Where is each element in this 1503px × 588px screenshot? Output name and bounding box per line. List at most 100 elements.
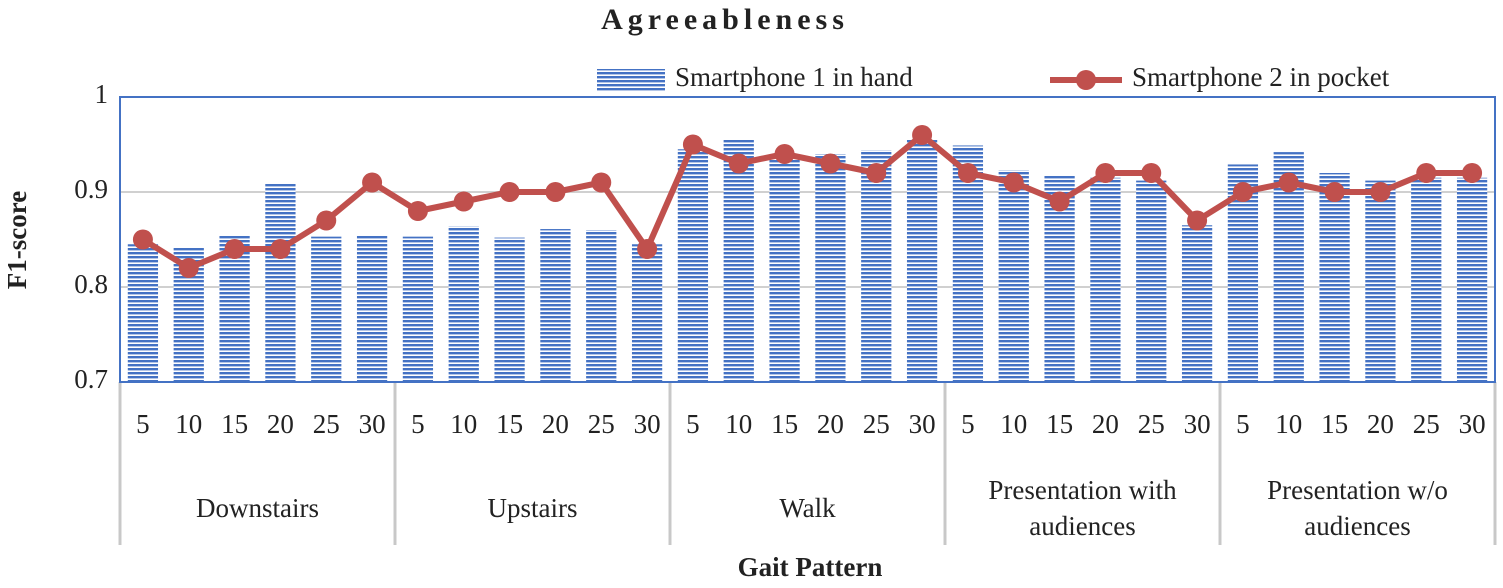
bar [952,145,984,382]
x-tick-label: 20 [1092,409,1119,439]
plot-border [119,96,1496,383]
y-tick-label: 1 [95,79,109,109]
bar [815,154,846,382]
y-axis-label: F1-score [2,191,32,289]
bar [311,236,342,382]
bar [448,226,479,382]
x-tick-label: 25 [863,409,890,439]
x-tick-label: 5 [136,409,150,439]
bar [1090,177,1121,382]
bar [723,138,754,382]
legend-swatch [597,69,665,91]
x-tick-label: 20 [817,409,844,439]
x-tick-label: 15 [1321,409,1348,439]
x-tick-label: 30 [1459,409,1486,439]
bar [1456,177,1488,382]
group-label-box: Presentation w/o audiences [1267,475,1448,541]
bar [356,234,388,382]
bar [219,234,250,382]
x-tick-label: 25 [313,409,340,439]
line-marker [1141,163,1162,183]
x-tick-label: 15 [496,409,523,439]
x-tick-label: 25 [588,409,615,439]
x-tick-label: 15 [771,409,798,439]
line-marker [637,239,658,259]
legend-marker [1076,70,1096,90]
line-marker [1416,163,1437,183]
line-marker [591,172,612,193]
line-marker [407,201,428,221]
bar [402,236,434,382]
x-tick-label: 15 [221,409,248,439]
group-label: Presentation with audiences [988,474,1177,541]
y-tick-label: 0.7 [74,364,108,394]
bar [127,244,159,382]
x-tick-label: 20 [542,409,569,439]
bar [494,237,525,382]
x-tick-label: 5 [961,409,975,439]
x-tick-label: 25 [1413,409,1440,439]
line-marker [316,210,337,231]
x-tick-label: 10 [1000,409,1027,439]
bar [861,150,892,382]
x-tick-label: 10 [1275,409,1302,439]
line-marker [1232,182,1253,202]
group-label-box: Upstairs [487,492,578,523]
line-marker [224,239,245,259]
x-tick-label: 10 [175,409,202,439]
group-label-box: Walk [779,492,836,523]
bar [998,170,1029,382]
bar [677,149,709,382]
bar [1181,225,1213,382]
line-marker [1187,210,1208,231]
x-tick-label: 25 [1138,409,1165,439]
group-label: Downstairs [196,492,319,523]
bar [906,139,938,382]
line-marker [682,134,703,155]
x-tick-label: 20 [267,409,294,439]
x-tick-label: 10 [725,409,752,439]
bar [1411,177,1442,382]
line-marker [728,153,749,174]
y-tick-label: 0.8 [74,269,108,299]
x-tick-label: 5 [1236,409,1250,439]
line-marker [1462,163,1483,183]
x-tick-label: 30 [909,409,936,439]
group-label-box: Presentation with audiences [988,474,1177,541]
legend-label: Smartphone 2 in pocket [1132,62,1390,92]
line-marker [1003,172,1024,193]
line-marker [132,229,153,250]
group-label-box: Downstairs [196,492,319,523]
bar [265,182,296,382]
line-marker [362,172,383,193]
line-marker [820,153,841,174]
x-tick-label: 15 [1046,409,1073,439]
line-marker [1095,163,1116,183]
group-label: Walk [779,492,836,523]
line-marker [1278,172,1299,193]
line-marker [545,182,566,202]
x-tick-label: 5 [411,409,425,439]
x-tick-label: 20 [1367,409,1394,439]
line-marker [499,182,520,202]
bar [1319,173,1350,382]
y-tick-label: 0.9 [74,174,108,204]
line-marker [866,163,887,183]
line-marker [178,258,199,278]
bar [1365,180,1396,382]
x-tick-label: 30 [359,409,386,439]
line-marker [1049,191,1070,212]
x-tick-label: 30 [634,409,661,439]
line-marker [1324,182,1345,202]
bar [586,230,617,382]
line-marker [270,239,291,259]
bar [769,154,800,382]
legend-label: Smartphone 1 in hand [675,62,913,92]
line-marker [453,191,474,212]
chart-title: Agreeableness [601,3,849,36]
line-marker [957,163,978,183]
line-marker [774,144,795,164]
group-label: Upstairs [487,492,578,523]
line-marker [1370,182,1391,202]
